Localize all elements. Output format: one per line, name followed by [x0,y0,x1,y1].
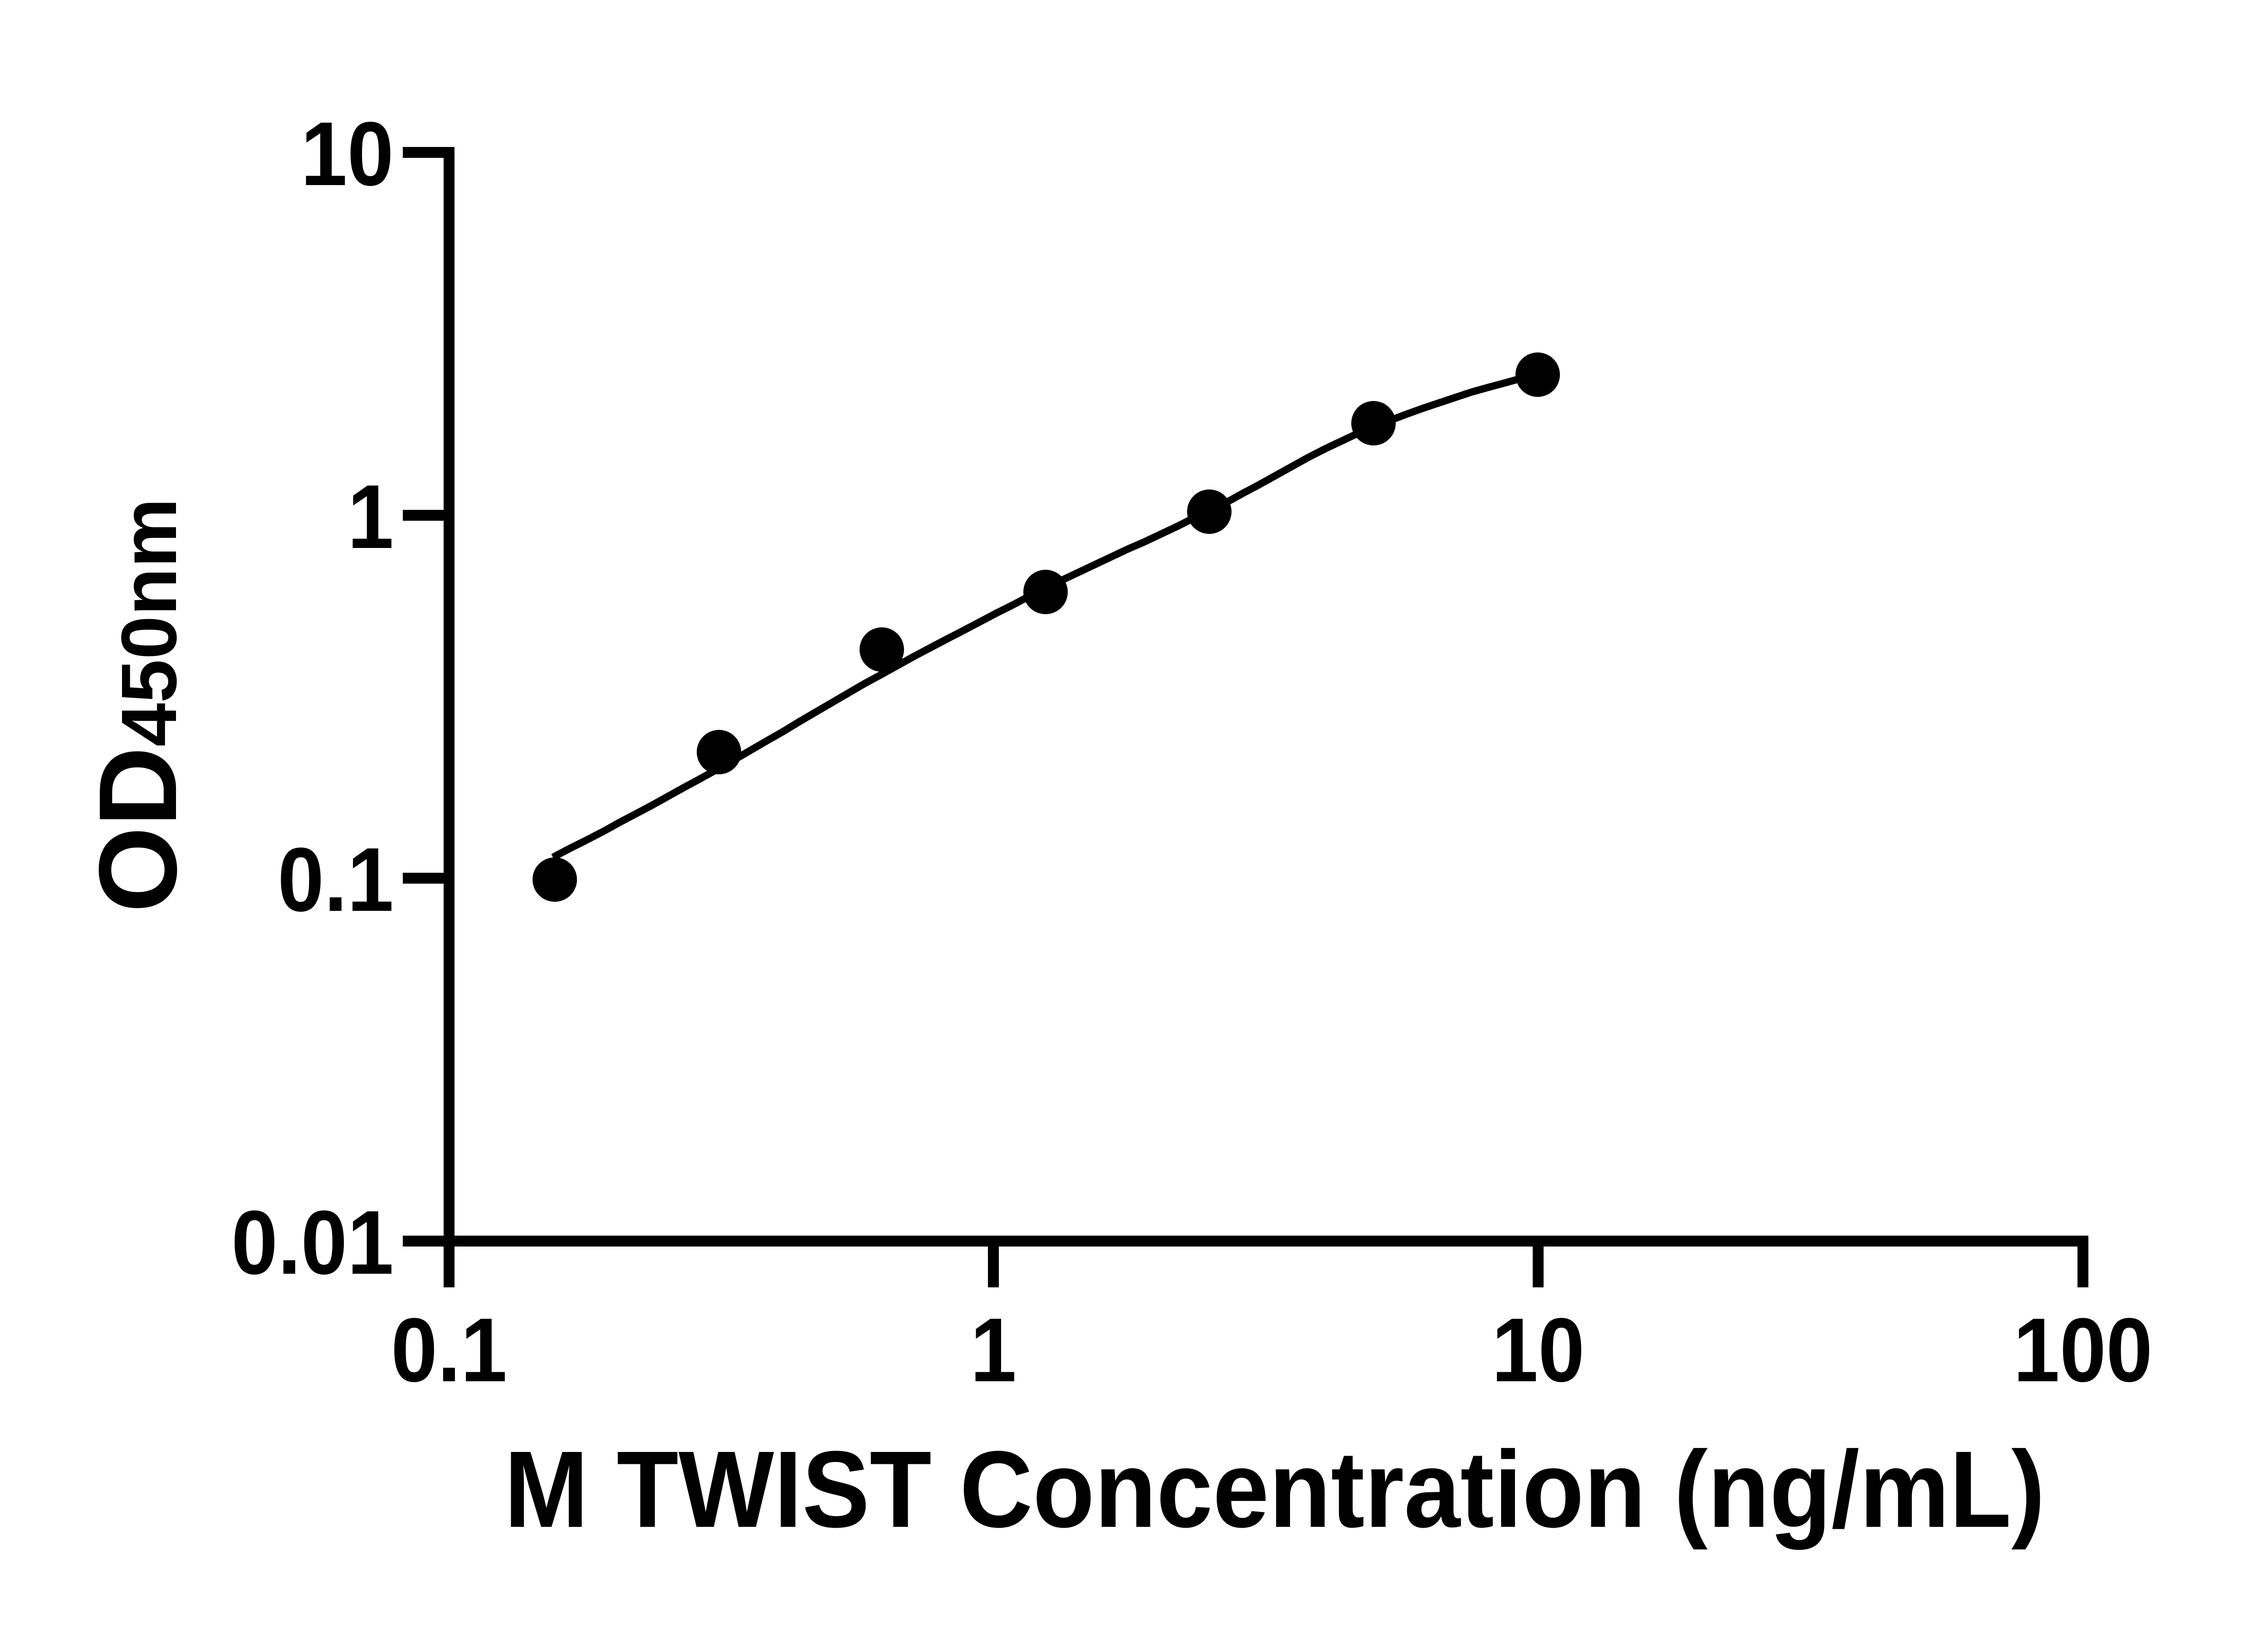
svg-text:0.01: 0.01 [231,1192,394,1293]
svg-text:10: 10 [1492,1300,1585,1401]
svg-text:100: 100 [2014,1300,2153,1401]
svg-text:0.1: 0.1 [391,1300,507,1401]
svg-text:1: 1 [970,1300,1017,1401]
svg-text:1: 1 [347,466,394,567]
svg-text:M TWIST Concentration (ng/mL): M TWIST Concentration (ng/mL) [504,1428,2045,1550]
svg-text:10: 10 [301,103,394,205]
svg-text:0.1: 0.1 [278,829,394,930]
